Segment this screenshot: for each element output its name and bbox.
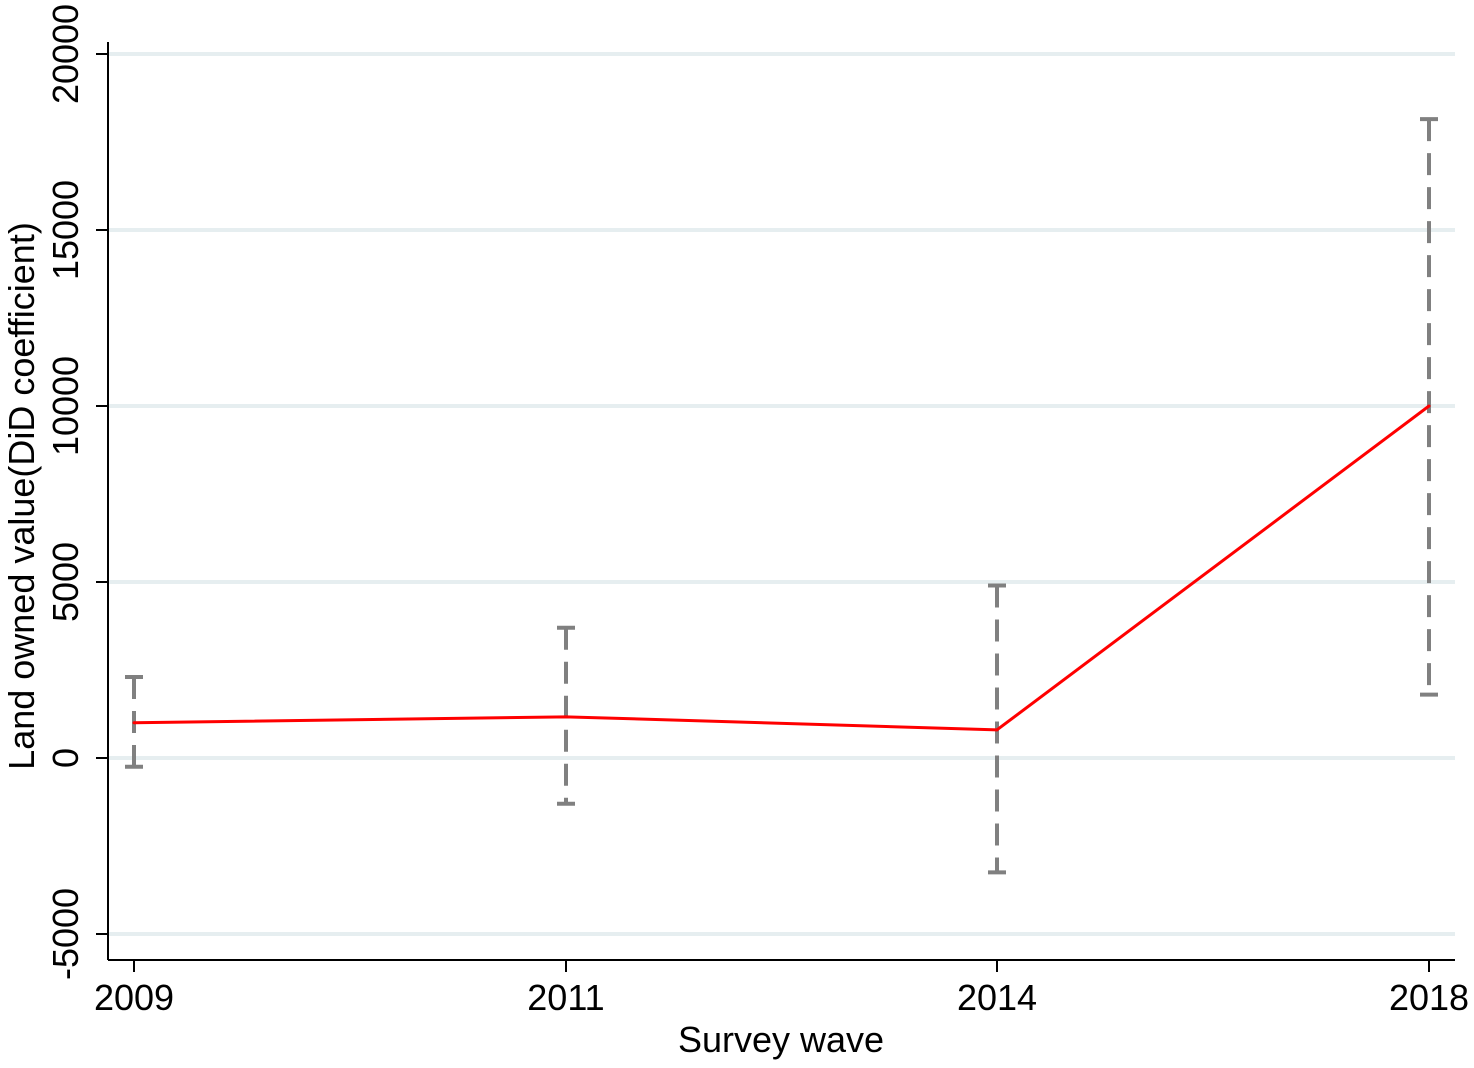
series-line [133, 404, 1430, 732]
data-point [1427, 404, 1431, 408]
axes [107, 42, 1455, 961]
y-tick-label: 5000 [45, 542, 86, 622]
x-tick-label: 2009 [94, 977, 174, 1018]
y-tick-label: 10000 [45, 356, 86, 456]
x-tick-label: 2014 [957, 977, 1037, 1018]
y-tick-label: 0 [45, 748, 86, 768]
data-point [132, 721, 136, 725]
y-tick-label: 15000 [45, 180, 86, 280]
y-tick-label: 20000 [45, 4, 86, 104]
y-tick-label: -5000 [45, 888, 86, 980]
x-axis-title: Survey wave [678, 1019, 884, 1060]
series-line-layer [132, 404, 1431, 732]
x-tick-label: 2018 [1389, 977, 1469, 1018]
data-point [564, 715, 568, 719]
data-point [995, 728, 999, 732]
gridlines [108, 52, 1455, 936]
x-tick-label: 2011 [527, 977, 604, 1018]
y-ticks: -5000 0 5000 10000 15000 20000 [45, 4, 108, 980]
x-ticks: 2009 2011 2014 2018 [94, 960, 1469, 1018]
y-axis-title: Land owned value(DiD coefficient) [1, 222, 42, 770]
